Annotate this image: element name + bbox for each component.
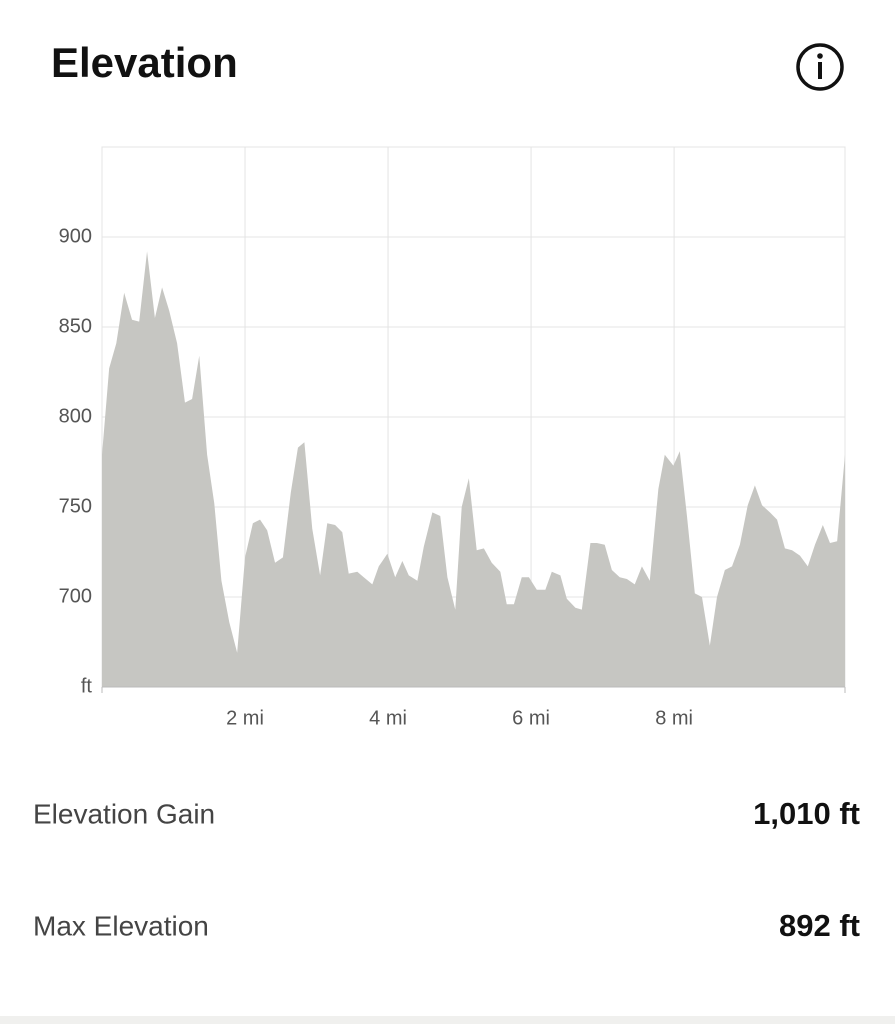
x-tick-label: 4 mi (369, 707, 407, 729)
x-tick-label: 8 mi (655, 707, 693, 729)
stat-label: Elevation Gain (33, 798, 215, 829)
y-tick-label: 850 (59, 315, 92, 337)
bottom-strip (0, 1016, 895, 1024)
y-tick-label: ft (81, 675, 93, 697)
stat-value: 892 ft (779, 908, 860, 943)
info-dot (817, 53, 823, 59)
title: Elevation (51, 39, 238, 86)
elevation-area (102, 251, 845, 687)
stat-label: Max Elevation (33, 910, 209, 941)
info-button[interactable] (796, 43, 844, 91)
info-icon[interactable] (796, 43, 844, 91)
y-tick-label: 700 (59, 585, 92, 607)
info-bar (818, 62, 822, 79)
stat-value: 1,010 ft (753, 796, 860, 831)
y-tick-label: 800 (59, 405, 92, 427)
x-tick-label: 6 mi (512, 707, 550, 729)
y-tick-label: 900 (59, 225, 92, 247)
y-tick-label: 750 (59, 495, 92, 517)
chart: ft 700 750 800 850 900 2 mi 4 mi 6 mi 8 mi (59, 146, 846, 729)
x-tick-label: 2 mi (226, 707, 264, 729)
